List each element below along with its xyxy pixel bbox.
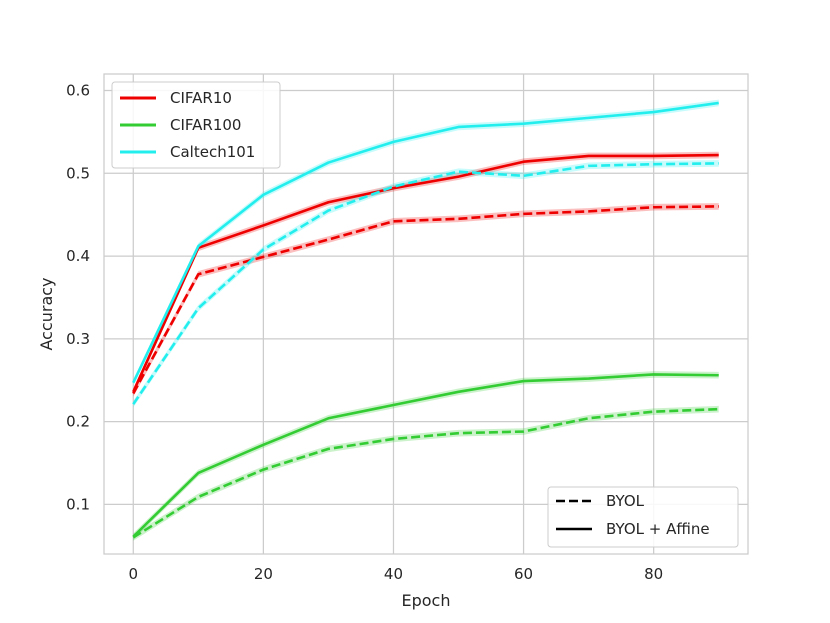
- legend-methods-box: [547, 486, 739, 548]
- x-tick-label-80: 80: [644, 565, 663, 583]
- y-axis-label: Accuracy: [37, 277, 56, 350]
- legend-label-cifar10: CIFAR10: [170, 89, 232, 107]
- tick-labels: 0 20 40 60 80 0.1 0.2 0.3 0.4 0.5 0.6: [66, 82, 663, 583]
- y-tick-label-0.4: 0.4: [66, 247, 90, 265]
- legend-label-byol: BYOL: [606, 492, 645, 510]
- series-lines: [132, 101, 719, 539]
- caltech101-byol-affine-line: [132, 101, 719, 384]
- cifar100-byol-affine-line: [132, 373, 719, 538]
- confidence-bands: [133, 99, 719, 541]
- cifar100-byol-band: [133, 405, 719, 541]
- legend-datasets: CIFAR10 CIFAR100 Caltech101: [111, 81, 281, 169]
- y-tick-label-0.1: 0.1: [66, 495, 90, 513]
- cifar10-byol-line: [132, 205, 719, 395]
- cifar10-byol-affine-line: [132, 153, 719, 393]
- legend-methods: BYOL BYOL + Affine: [547, 486, 739, 548]
- y-tick-label-0.5: 0.5: [66, 164, 90, 182]
- legend-label-caltech101: Caltech101: [170, 143, 255, 161]
- grid-lines: [104, 74, 748, 554]
- y-tick-label-0.6: 0.6: [66, 82, 90, 100]
- x-tick-label-40: 40: [384, 565, 403, 583]
- x-tick-label-20: 20: [254, 565, 273, 583]
- legend-label-byol-affine: BYOL + Affine: [606, 520, 710, 538]
- cifar10-byol-band: [133, 203, 719, 397]
- caltech101-byol-line: [132, 162, 719, 405]
- legend-label-cifar100: CIFAR100: [170, 116, 241, 134]
- x-axis-label: Epoch: [402, 591, 451, 610]
- legend-datasets-box: [111, 81, 281, 169]
- x-tick-label-0: 0: [128, 565, 138, 583]
- cifar100-byol-line: [132, 407, 719, 539]
- y-tick-label-0.3: 0.3: [66, 330, 90, 348]
- y-tick-label-0.2: 0.2: [66, 413, 90, 431]
- x-tick-label-60: 60: [514, 565, 533, 583]
- plot-frame: [103, 73, 749, 555]
